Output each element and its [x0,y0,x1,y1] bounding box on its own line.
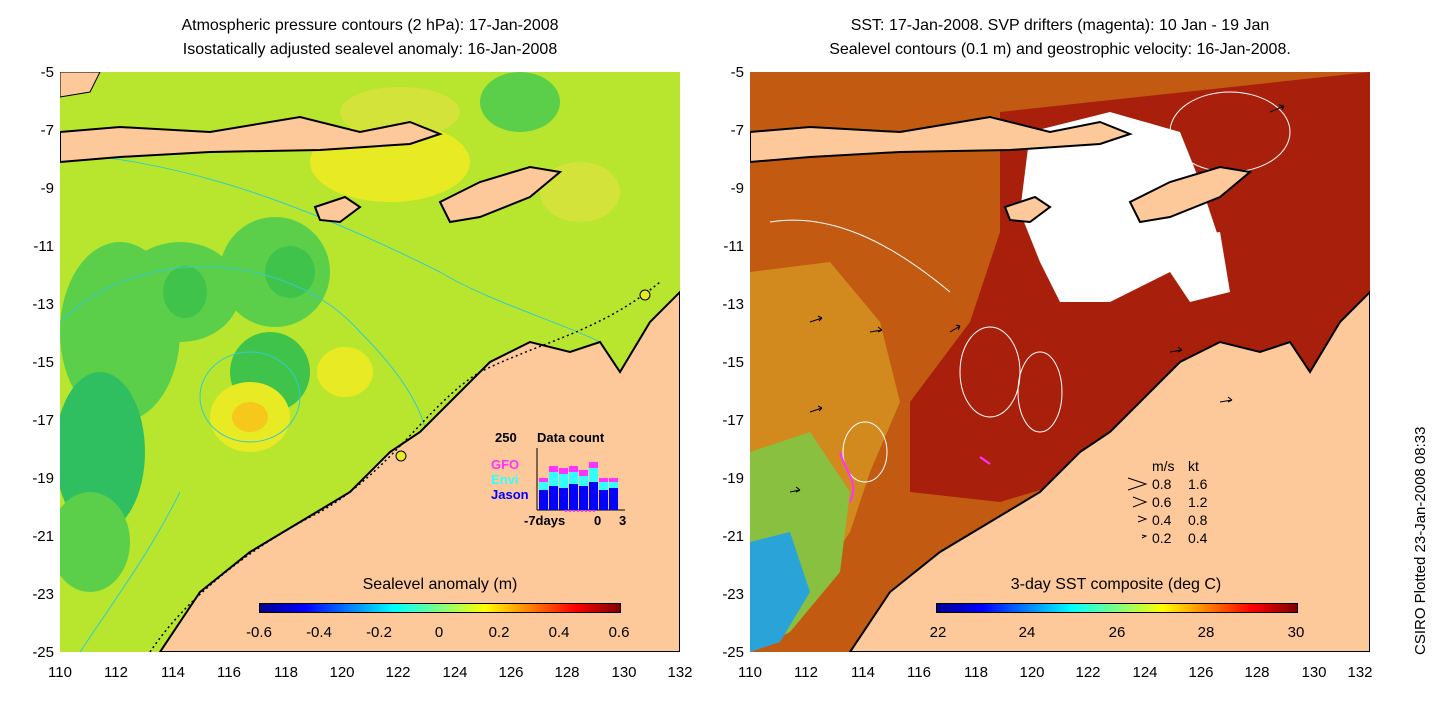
y-tick-label: -11 [33,238,54,255]
y-tick-label: -9 [730,180,744,197]
y-tick-label: -19 [722,470,744,487]
sst-map [750,72,1370,652]
sst-colorbar-label: 26 [1108,624,1126,641]
inset-xtick-start: -7days [524,513,566,528]
velocity-legend-kt: 1.2 [1188,494,1208,510]
y-tick-label: -17 [722,412,744,429]
y-tick-label: -19 [32,470,54,487]
sst-colorbar-label: 28 [1197,624,1215,641]
inset-legend-gfo: GFO [491,457,520,472]
velocity-legend-kt: 0.4 [1188,530,1208,546]
x-tick-label: 116 [907,664,931,681]
sst-colorbar-title: 3-day SST composite (deg C) [1010,576,1222,593]
y-tick-label: -17 [32,412,54,429]
y-tick-label: -23 [722,586,744,603]
y-tick-label: -25 [722,644,744,661]
x-tick-label: 132 [667,664,693,681]
credit-label: CSIRO Plotted 23-Jan-2008 08:33 [1412,426,1429,655]
x-tick-label: 124 [1132,664,1158,681]
x-tick-label: 114 [851,664,875,681]
sst-colorbar-label: 30 [1287,624,1305,641]
x-tick-label: 124 [442,664,468,681]
sla-colorbar-label: -0.2 [366,624,392,641]
x-tick-label: 118 [964,664,988,681]
sst-colorbar-label: 22 [929,624,947,641]
right-title-line1: SST: 17-Jan-2008. SVP drifters (magenta)… [850,17,1270,34]
x-tick-label: 112 [104,664,128,681]
y-tick-label: -11 [723,238,744,255]
sst-colorbar [936,603,1298,613]
y-tick-label: -25 [32,644,54,661]
x-tick-label: 112 [794,664,818,681]
x-tick-label: 122 [385,664,411,681]
inset-histogram [536,448,625,512]
left-title-line2: Isostatically adjusted sealevel anomaly:… [182,41,558,58]
x-tick-label: 126 [1188,664,1214,681]
velocity-legend-ms: 0.6 [1152,494,1172,510]
y-tick-label: -13 [32,296,54,313]
sla-colorbar-title: Sealevel anomaly (m) [362,576,518,593]
velocity-legend-ms: 0.2 [1152,530,1172,546]
velocity-legend-ms: 0.4 [1152,512,1172,528]
x-tick-label: 130 [611,664,637,681]
inset-title: Data count [537,430,605,445]
y-tick-label: -23 [32,586,54,603]
x-tick-label: 126 [498,664,524,681]
x-tick-label: 116 [217,664,241,681]
y-tick-label: -5 [40,64,54,81]
y-tick-label: -21 [722,528,744,545]
velocity-legend-kt: 1.6 [1188,476,1208,492]
velocity-legend-arrows [1127,477,1148,539]
x-tick-label: 122 [1075,664,1101,681]
x-tick-label: 114 [161,664,185,681]
x-tick-label: 130 [1301,664,1327,681]
x-tick-label: 128 [554,664,580,681]
left-title-line1: Atmospheric pressure contours (2 hPa): 1… [181,17,559,34]
x-tick-label: 110 [738,664,762,681]
x-tick-label: 128 [1244,664,1270,681]
inset-xtick-zero: 0 [594,513,602,528]
y-tick-label: -5 [730,64,744,81]
inset-legend-jason: Jason [491,487,529,502]
y-tick-label: -7 [40,122,54,139]
velocity-legend-header-kt: kt [1188,458,1199,474]
y-tick-label: -15 [722,354,744,371]
x-tick-label: 110 [48,664,72,681]
sst-colorbar-label: 24 [1018,624,1036,641]
inset-xtick-end: 3 [619,513,627,528]
sla-colorbar [259,603,621,613]
y-tick-label: -9 [40,180,54,197]
right-title-line2: Sealevel contours (0.1 m) and geostrophi… [829,41,1291,58]
sla-colorbar-label: -0.6 [246,624,272,641]
y-tick-label: -21 [32,528,54,545]
velocity-legend-header-ms: m/s [1152,458,1175,474]
x-tick-label: 120 [1019,664,1045,681]
sla-colorbar-label: -0.4 [306,624,332,641]
sla-colorbar-label: 0 [434,624,444,641]
y-tick-label: -13 [722,296,744,313]
sealevel-anomaly-map [60,72,680,652]
y-tick-label: -7 [730,122,744,139]
sla-colorbar-label: 0.6 [608,624,630,641]
velocity-legend-ms: 0.8 [1152,476,1172,492]
inset-legend-envi: Envi [491,472,519,487]
velocity-legend-kt: 0.8 [1188,512,1208,528]
inset-max-label: 250 [495,430,517,445]
x-tick-label: 120 [329,664,355,681]
sla-colorbar-label: 0.4 [548,624,570,641]
x-tick-label: 118 [274,664,298,681]
sla-colorbar-label: 0.2 [488,624,510,641]
y-tick-label: -15 [32,354,54,371]
x-tick-label: 132 [1347,664,1373,681]
